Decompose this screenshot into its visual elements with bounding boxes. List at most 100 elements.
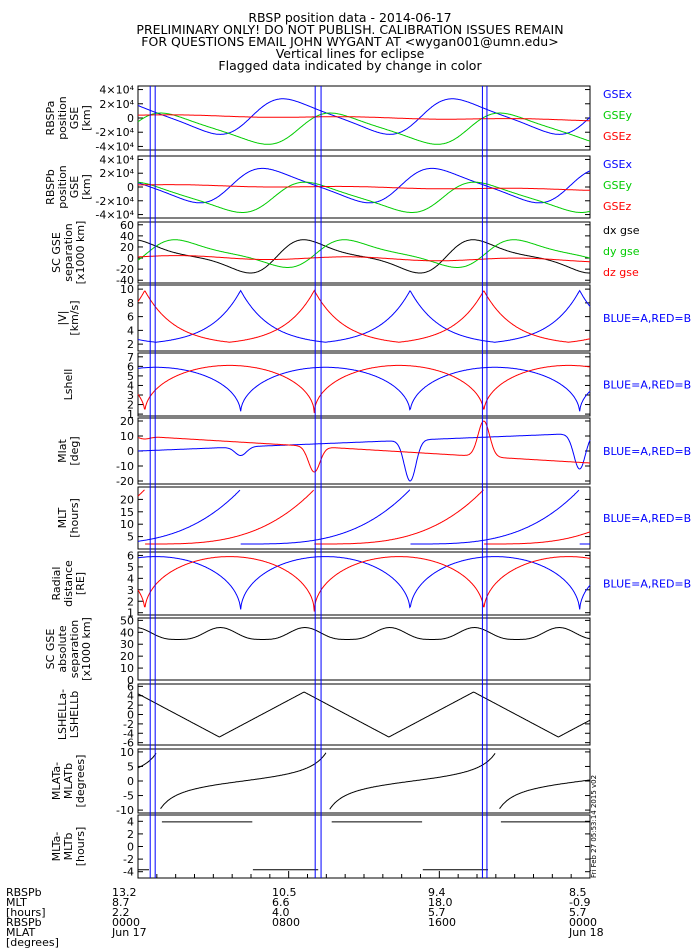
y-axis-label: RBSPa: [44, 101, 57, 136]
footer-value: 6.6: [272, 896, 290, 909]
y-tick-label: 0: [127, 709, 134, 722]
y-axis-label: [RE]: [74, 572, 87, 595]
y-tick-label: -4×10⁴: [95, 209, 134, 222]
footer-label-rbspb: RBSPb: [6, 886, 42, 899]
footer-value: 4.0: [272, 906, 290, 919]
footer-label-degrees: [degrees]: [6, 936, 59, 949]
series-line: [138, 181, 591, 213]
footer-value: 8.5: [569, 886, 587, 899]
footer-value: 0800: [272, 916, 300, 929]
y-axis-label: MLATb: [62, 763, 75, 799]
footer-value: 10.5: [272, 886, 297, 899]
y-tick-label: 0: [127, 674, 134, 687]
series-line: [137, 691, 591, 738]
y-tick-label: 60: [120, 219, 134, 232]
legend-entry: GSEy: [603, 179, 632, 192]
footer-label-mlt: MLT: [6, 896, 27, 909]
y-axis-label: |V|: [56, 311, 69, 326]
series-line: [137, 556, 591, 610]
y-tick-label: 2: [127, 338, 134, 351]
y-tick-label: -2×10⁴: [95, 195, 134, 208]
y-tick-label: 5: [127, 561, 134, 574]
series-line: [138, 366, 591, 412]
y-tick-label: 6: [127, 360, 134, 373]
panel-frame: [137, 748, 591, 814]
legend-entry: GSEz: [603, 200, 631, 213]
y-tick-label: 4×10⁴: [99, 153, 134, 166]
series-line: [137, 556, 591, 612]
y-tick-label: -20: [116, 475, 134, 488]
footer-value: 0000: [112, 916, 140, 929]
y-axis-label: Radial: [50, 567, 63, 601]
header-title: RBSP position data - 2014-06-17: [248, 10, 452, 25]
legend-entry: dx gse: [603, 224, 640, 237]
footer-value: -0.9: [569, 896, 591, 909]
footer-value: 5.7: [569, 906, 587, 919]
y-tick-label: 8: [127, 297, 134, 310]
y-axis-label: distance: [62, 560, 75, 607]
y-tick-label: 6: [127, 680, 134, 693]
y-tick-label: 40: [120, 230, 134, 243]
y-axis-label: [km/s]: [68, 300, 81, 335]
y-axis-label: MLTa-: [50, 832, 63, 862]
y-axis-label: MLATa-: [50, 762, 63, 800]
panel-frame: [137, 221, 591, 284]
panel-frame: [137, 352, 591, 417]
y-tick-label: 2×10⁴: [99, 167, 134, 180]
y-tick-label: 20: [120, 650, 134, 663]
y-tick-label: 20: [120, 493, 134, 506]
legend-entry: BLUE=A,RED=B: [603, 445, 691, 458]
y-tick-label: 4: [127, 690, 134, 703]
footer-value: 1600: [428, 916, 456, 929]
panel-frame: [137, 683, 591, 746]
y-tick-label: 10: [120, 662, 134, 675]
header-warning: PRELIMINARY ONLY! DO NOT PUBLISH. CALIBR…: [136, 22, 564, 37]
series-line: [137, 289, 591, 343]
footer-value: 13.2: [112, 886, 137, 899]
y-tick-label: 0: [127, 181, 134, 194]
footer-value: Jun 17: [112, 926, 147, 939]
series-line: [137, 489, 590, 545]
timestamp-stamp: Fri Feb 27 05:53:14 2015 v02: [590, 775, 598, 878]
footer-column-3: 9.4 18.0 5.7 1600: [428, 886, 456, 929]
y-tick-label: 4: [127, 324, 134, 337]
y-tick-label: 10: [120, 430, 134, 443]
series-line: [137, 114, 590, 122]
y-tick-label: 0: [127, 841, 134, 854]
footer-value: 9.4: [428, 886, 446, 899]
y-tick-label: 1: [127, 408, 134, 421]
series-line: [137, 239, 591, 268]
series-line: [137, 752, 591, 810]
series-line: [137, 364, 591, 414]
y-tick-label: -40: [116, 274, 134, 287]
y-tick-label: 2: [127, 399, 134, 412]
y-tick-label: -10: [116, 804, 134, 817]
series-line: [137, 98, 591, 135]
legend-entry: dy gse: [603, 245, 640, 258]
footer-value: Jun 18: [569, 926, 604, 939]
panel-frame: [137, 551, 591, 616]
y-tick-label: 0: [127, 252, 134, 265]
legend-entry: dz gse: [603, 266, 639, 279]
y-tick-label: 2×10⁴: [99, 98, 134, 111]
series-line: [138, 255, 590, 263]
y-tick-label: -20: [116, 263, 134, 276]
y-tick-label: 10: [120, 746, 134, 759]
y-tick-label: 3: [127, 584, 134, 597]
header-contact: FOR QUESTIONS EMAIL JOHN WYGANT AT <wyga…: [141, 34, 559, 49]
y-tick-label: 10: [120, 518, 134, 531]
y-axis-label: Lshell: [62, 369, 75, 401]
legend-entry: GSEx: [603, 88, 632, 101]
y-tick-label: 4: [127, 815, 134, 828]
panel-frame: [137, 486, 591, 550]
y-axis-label: MLT: [56, 507, 69, 528]
y-axis-label: absolute: [56, 625, 69, 673]
y-tick-label: 4: [127, 379, 134, 392]
panel-frame: [137, 617, 591, 681]
footer-value: 2.2: [112, 906, 130, 919]
footer-column-1: 13.2 8.7 2.2 0000 Jun 17: [112, 886, 147, 939]
y-axis-label: LSHELLa-: [56, 689, 69, 740]
footer-value: 0000: [569, 916, 597, 929]
y-tick-label: 5: [127, 370, 134, 383]
footer-value: 18.0: [428, 896, 453, 909]
